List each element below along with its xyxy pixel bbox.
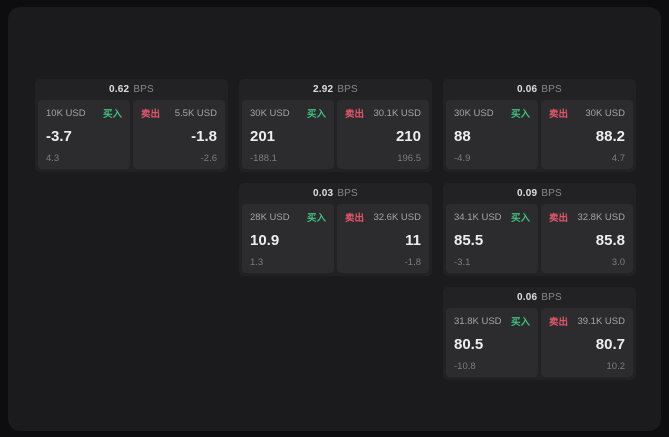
buy-label: 买入: [510, 317, 530, 328]
spread-unit-label: BPS: [541, 188, 562, 199]
sell-amount: 39.1K USD: [577, 315, 625, 327]
buy-amount: 28K USD: [250, 211, 290, 223]
quote-panels: 28K USD 买入 10.9 1.3 卖出 32.6K USD 11 -1.8: [242, 204, 429, 273]
buy-quote-tile[interactable]: 34.1K USD 买入 85.5 -3.1: [446, 204, 538, 273]
sell-price: 210: [395, 128, 421, 145]
sell-amount: 32.6K USD: [373, 211, 421, 223]
sell-delta: 4.7: [611, 153, 625, 164]
buy-delta: -3.1: [454, 257, 471, 268]
spread-header: 0.09 BPS: [446, 183, 633, 204]
quote-card: 2.92 BPS 30K USD 买入 201 -188.1 卖出 30.1K …: [239, 79, 432, 172]
sell-quote-tile[interactable]: 卖出 32.8K USD 85.8 3.0: [541, 204, 633, 273]
sell-price: 85.8: [595, 232, 625, 249]
quote-panels: 30K USD 买入 88 -4.9 卖出 30K USD 88.2 4.7: [446, 100, 633, 169]
spread-value: 0.62: [109, 84, 130, 95]
sell-amount: 5.5K USD: [174, 107, 217, 119]
spread-value: 0.03: [313, 188, 334, 199]
quote-card: 0.06 BPS 30K USD 买入 88 -4.9 卖出 30K USD 8…: [443, 79, 636, 172]
spread-unit-label: BPS: [541, 84, 562, 95]
sell-quote-tile[interactable]: 卖出 30K USD 88.2 4.7: [541, 100, 633, 169]
buy-amount: 31.8K USD: [454, 315, 502, 327]
buy-price: 88: [454, 128, 471, 145]
buy-delta: -10.8: [454, 361, 476, 372]
buy-delta: -188.1: [250, 153, 277, 164]
sell-delta: 196.5: [397, 153, 421, 164]
buy-label: 买入: [510, 213, 530, 224]
buy-quote-tile[interactable]: 30K USD 买入 201 -188.1: [242, 100, 334, 169]
buy-quote-tile[interactable]: 30K USD 买入 88 -4.9: [446, 100, 538, 169]
sell-delta: -2.6: [200, 153, 217, 164]
spread-unit-label: BPS: [337, 188, 358, 199]
spread-header: 0.06 BPS: [446, 287, 633, 308]
sell-quote-tile[interactable]: 卖出 30.1K USD 210 196.5: [337, 100, 429, 169]
buy-label: 买入: [306, 213, 326, 224]
buy-amount: 30K USD: [454, 107, 494, 119]
sell-amount: 30K USD: [585, 107, 625, 119]
buy-price: 85.5: [454, 232, 484, 249]
sell-label: 卖出: [549, 213, 569, 224]
sell-quote-tile[interactable]: 卖出 5.5K USD -1.8 -2.6: [133, 100, 225, 169]
sell-price: 88.2: [595, 128, 625, 145]
spread-header: 0.03 BPS: [242, 183, 429, 204]
sell-label: 卖出: [141, 109, 161, 120]
quote-card: 0.03 BPS 28K USD 买入 10.9 1.3 卖出 32.6K US…: [239, 183, 432, 276]
buy-delta: 4.3: [46, 153, 60, 164]
spread-value: 0.09: [517, 188, 538, 199]
sell-price: 80.7: [595, 336, 625, 353]
sell-quote-tile[interactable]: 卖出 32.6K USD 11 -1.8: [337, 204, 429, 273]
buy-amount: 30K USD: [250, 107, 290, 119]
buy-quote-tile[interactable]: 28K USD 买入 10.9 1.3: [242, 204, 334, 273]
sell-label: 卖出: [549, 317, 569, 328]
buy-price: 80.5: [454, 336, 484, 353]
sell-label: 卖出: [345, 213, 365, 224]
sell-amount: 32.8K USD: [577, 211, 625, 223]
quote-card: 0.06 BPS 31.8K USD 买入 80.5 -10.8 卖出 39.1…: [443, 287, 636, 380]
sell-label: 卖出: [345, 109, 365, 120]
spread-header: 0.62 BPS: [38, 79, 225, 100]
buy-label: 买入: [510, 109, 530, 120]
sell-delta: 10.2: [606, 361, 626, 372]
quote-panels: 10K USD 买入 -3.7 4.3 卖出 5.5K USD -1.8 -2.…: [38, 100, 225, 169]
buy-quote-tile[interactable]: 10K USD 买入 -3.7 4.3: [38, 100, 130, 169]
buy-label: 买入: [102, 109, 122, 120]
spread-header: 2.92 BPS: [242, 79, 429, 100]
trading-app-window: 0.62 BPS 10K USD 买入 -3.7 4.3 卖出 5.5K USD…: [8, 7, 661, 431]
spread-unit-label: BPS: [337, 84, 358, 95]
quote-panels: 31.8K USD 买入 80.5 -10.8 卖出 39.1K USD 80.…: [446, 308, 633, 377]
buy-price: 201: [250, 128, 276, 145]
spread-unit-label: BPS: [133, 84, 154, 95]
sell-delta: -1.8: [404, 257, 421, 268]
quote-card: 0.09 BPS 34.1K USD 买入 85.5 -3.1 卖出 32.8K…: [443, 183, 636, 276]
spread-value: 0.06: [517, 292, 538, 303]
spread-value: 2.92: [313, 84, 334, 95]
sell-price: -1.8: [191, 128, 217, 145]
buy-quote-tile[interactable]: 31.8K USD 买入 80.5 -10.8: [446, 308, 538, 377]
spread-unit-label: BPS: [541, 292, 562, 303]
sell-amount: 30.1K USD: [373, 107, 421, 119]
quote-card: 0.62 BPS 10K USD 买入 -3.7 4.3 卖出 5.5K USD…: [35, 79, 228, 172]
buy-amount: 34.1K USD: [454, 211, 502, 223]
buy-label: 买入: [306, 109, 326, 120]
sell-label: 卖出: [549, 109, 569, 120]
spread-value: 0.06: [517, 84, 538, 95]
spread-header: 0.06 BPS: [446, 79, 633, 100]
buy-price: 10.9: [250, 232, 280, 249]
buy-amount: 10K USD: [46, 107, 86, 119]
quote-panels: 34.1K USD 买入 85.5 -3.1 卖出 32.8K USD 85.8…: [446, 204, 633, 273]
quote-panels: 30K USD 买入 201 -188.1 卖出 30.1K USD 210 1…: [242, 100, 429, 169]
buy-delta: -4.9: [454, 153, 471, 164]
sell-quote-tile[interactable]: 卖出 39.1K USD 80.7 10.2: [541, 308, 633, 377]
sell-delta: 3.0: [611, 257, 625, 268]
buy-delta: 1.3: [250, 257, 264, 268]
buy-price: -3.7: [46, 128, 72, 145]
quote-grid: 0.62 BPS 10K USD 买入 -3.7 4.3 卖出 5.5K USD…: [35, 79, 636, 380]
sell-price: 11: [405, 232, 421, 249]
